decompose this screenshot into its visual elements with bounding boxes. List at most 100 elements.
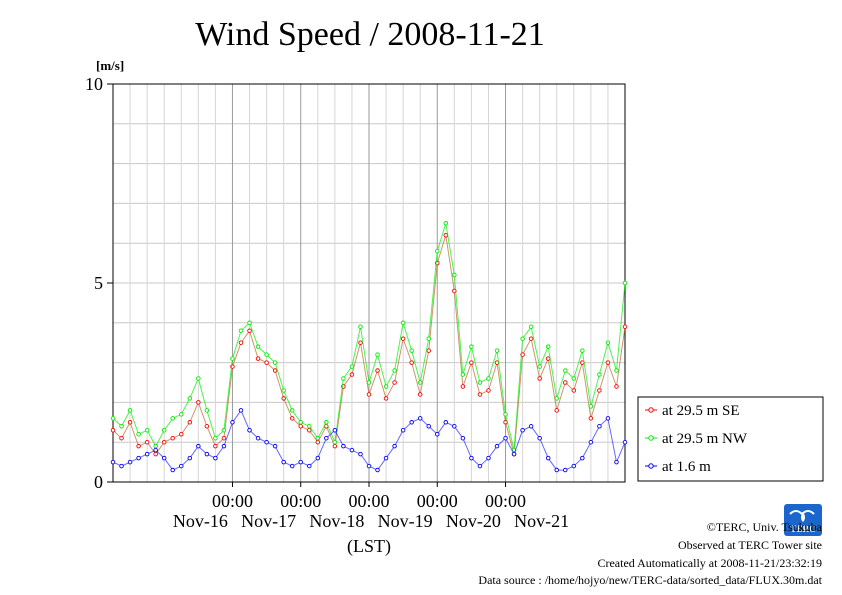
data-point xyxy=(426,348,431,353)
data-point xyxy=(571,388,577,393)
data-point xyxy=(272,360,278,365)
series-1 xyxy=(110,232,628,457)
data-point xyxy=(358,340,363,345)
footer-data-source: Data source : /home/hojyo/new/TERC-data/… xyxy=(478,573,822,587)
data-point xyxy=(597,424,602,429)
data-point xyxy=(315,439,321,445)
data-point xyxy=(571,463,577,469)
data-point xyxy=(247,328,252,334)
data-point xyxy=(204,424,210,429)
data-point xyxy=(127,408,133,413)
data-point xyxy=(289,463,295,469)
data-point xyxy=(298,459,303,465)
data-point xyxy=(469,360,474,365)
x-tick-time-label: 00:00 xyxy=(348,491,389,511)
data-point xyxy=(614,384,619,389)
data-point xyxy=(409,420,414,425)
data-point xyxy=(460,384,466,389)
x-tick-date-label: Nov-19 xyxy=(378,511,433,531)
data-point xyxy=(605,340,611,345)
data-point xyxy=(537,435,542,441)
data-point xyxy=(383,396,389,401)
data-point xyxy=(264,352,269,357)
data-point xyxy=(494,443,500,449)
data-point xyxy=(238,340,244,345)
data-point xyxy=(144,439,150,445)
data-point xyxy=(392,443,397,449)
data-point xyxy=(289,416,295,421)
legend-frame xyxy=(637,396,824,482)
data-point xyxy=(179,412,184,417)
data-point xyxy=(255,356,261,361)
x-tick-date-label: Nov-18 xyxy=(309,511,364,531)
data-point xyxy=(486,388,491,393)
data-point xyxy=(477,392,483,397)
data-point xyxy=(281,459,286,465)
legend-label: at 1.6 m xyxy=(662,459,711,475)
data-point xyxy=(554,408,559,413)
data-point xyxy=(221,443,227,449)
data-point xyxy=(298,424,303,429)
data-point xyxy=(170,435,175,441)
data-point xyxy=(597,388,602,393)
series-layer xyxy=(110,221,628,473)
data-point xyxy=(375,368,380,373)
data-point xyxy=(238,328,244,334)
data-point xyxy=(460,372,466,377)
y-tick-label: 10 xyxy=(85,74,103,94)
data-point xyxy=(486,376,491,381)
legend-label: at 29.5 m SE xyxy=(662,403,740,419)
data-point xyxy=(315,455,321,461)
data-point xyxy=(153,451,158,457)
data-point xyxy=(366,392,372,397)
data-point xyxy=(307,463,312,469)
data-point xyxy=(349,364,355,369)
data-point xyxy=(136,455,141,461)
data-point xyxy=(341,376,346,381)
data-point xyxy=(537,364,542,369)
data-point xyxy=(375,467,380,473)
data-point xyxy=(264,439,269,445)
data-point xyxy=(580,348,585,353)
data-point xyxy=(144,428,150,433)
data-point xyxy=(230,420,235,425)
data-point xyxy=(196,400,201,405)
legend-marker xyxy=(648,407,654,413)
x-tick-time-label: 00:00 xyxy=(280,491,321,511)
footer-copyright: ©TERC, Univ. Tsukuba xyxy=(707,520,823,534)
data-point xyxy=(417,392,423,397)
data-point xyxy=(204,451,210,457)
data-point xyxy=(563,380,568,385)
data-point xyxy=(213,455,218,461)
footer-created: Created Automatically at 2008-11-21/23:3… xyxy=(597,556,822,570)
data-point xyxy=(443,221,449,226)
data-point xyxy=(349,447,355,453)
footer-observed: Observed at TERC Tower site xyxy=(678,538,822,552)
grid-lines xyxy=(113,84,625,482)
series-3 xyxy=(110,408,628,473)
data-point xyxy=(144,451,150,457)
data-point xyxy=(127,459,133,465)
data-point xyxy=(366,463,372,469)
x-tick-time-label: 00:00 xyxy=(417,491,458,511)
data-point xyxy=(136,431,141,437)
data-point xyxy=(597,372,602,377)
data-point xyxy=(161,428,167,433)
data-point xyxy=(469,344,474,349)
chart-title: Wind Speed / 2008-11-21 xyxy=(195,16,545,53)
data-point xyxy=(170,467,175,473)
data-point xyxy=(281,396,286,401)
data-point xyxy=(324,435,329,441)
data-point xyxy=(622,324,628,330)
data-point xyxy=(119,435,124,441)
data-point xyxy=(110,459,116,465)
data-point xyxy=(486,455,491,461)
data-point xyxy=(605,360,611,365)
data-point xyxy=(255,344,261,349)
data-point xyxy=(452,272,457,278)
data-point xyxy=(605,416,611,421)
terc-logo: TERC xyxy=(784,504,822,536)
data-point xyxy=(528,324,534,330)
